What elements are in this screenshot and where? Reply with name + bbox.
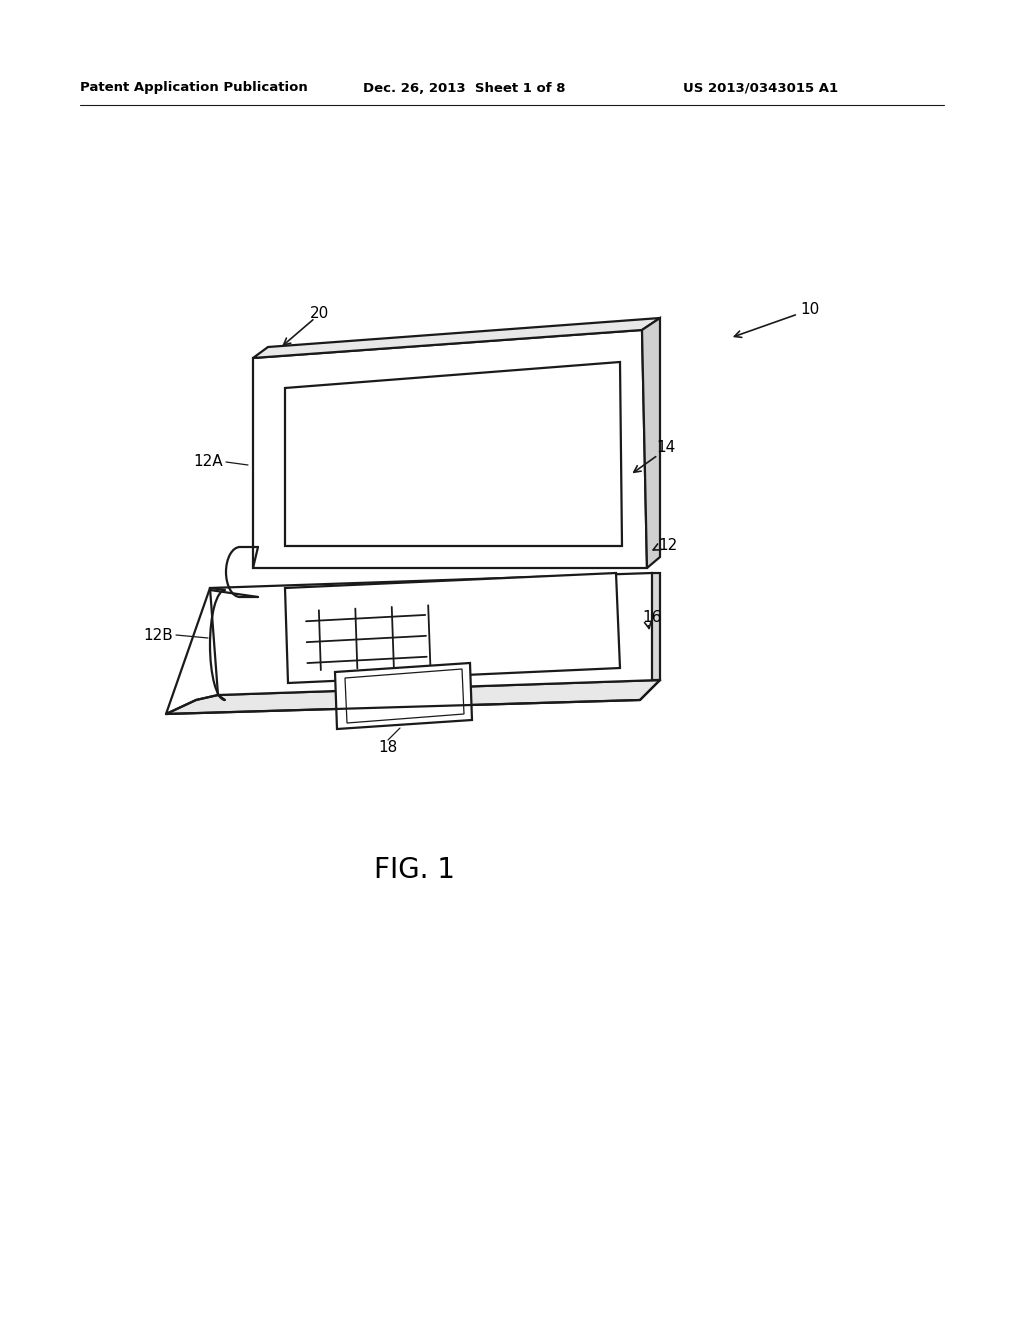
Polygon shape bbox=[210, 573, 660, 696]
Text: 12A: 12A bbox=[194, 454, 223, 470]
Text: 14: 14 bbox=[656, 441, 675, 455]
Polygon shape bbox=[285, 362, 622, 546]
Polygon shape bbox=[642, 318, 660, 568]
Text: 12B: 12B bbox=[143, 627, 173, 643]
Polygon shape bbox=[166, 680, 660, 714]
Text: 18: 18 bbox=[379, 741, 397, 755]
Polygon shape bbox=[652, 573, 660, 680]
Text: 12: 12 bbox=[658, 537, 677, 553]
Text: FIG. 1: FIG. 1 bbox=[375, 855, 456, 884]
Text: 10: 10 bbox=[800, 302, 819, 318]
Text: US 2013/0343015 A1: US 2013/0343015 A1 bbox=[683, 82, 838, 95]
Text: Dec. 26, 2013  Sheet 1 of 8: Dec. 26, 2013 Sheet 1 of 8 bbox=[362, 82, 565, 95]
Polygon shape bbox=[285, 573, 620, 682]
Polygon shape bbox=[345, 669, 464, 723]
Text: 20: 20 bbox=[310, 305, 330, 321]
Text: 16: 16 bbox=[642, 610, 662, 626]
Polygon shape bbox=[253, 330, 647, 568]
Polygon shape bbox=[335, 663, 472, 729]
Polygon shape bbox=[253, 318, 660, 358]
Text: Patent Application Publication: Patent Application Publication bbox=[80, 82, 308, 95]
